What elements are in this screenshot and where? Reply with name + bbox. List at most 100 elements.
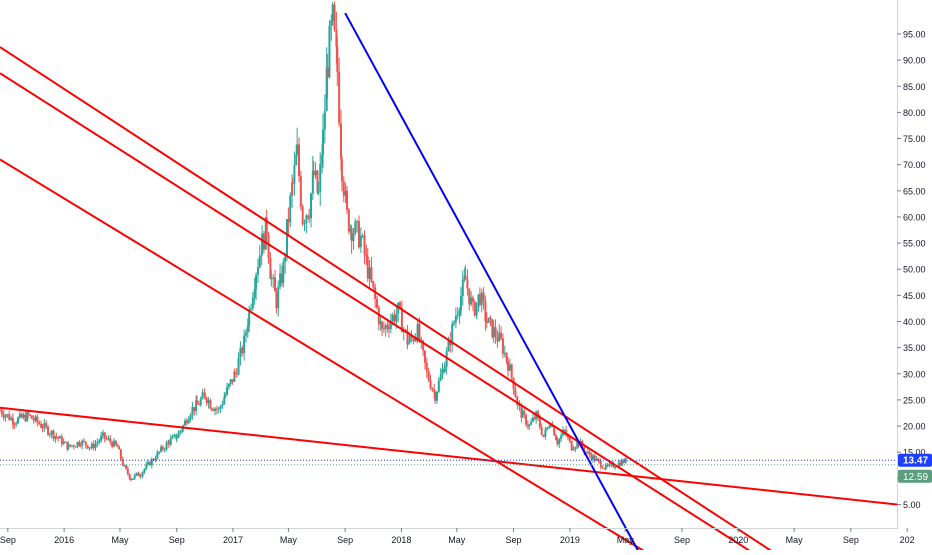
y-tick-label: 75.00	[903, 134, 926, 144]
candle-body	[319, 163, 322, 192]
candle-body	[583, 447, 586, 452]
x-tick-label: Sep	[337, 535, 353, 545]
candle-body	[567, 435, 570, 438]
candle-body	[356, 221, 359, 223]
candle-body	[586, 451, 589, 453]
candle-body	[603, 468, 606, 470]
candle-body	[169, 438, 172, 445]
candle-body	[619, 462, 622, 466]
candle-body	[214, 408, 217, 411]
candle-body	[382, 328, 385, 330]
candle-body	[4, 415, 7, 418]
candle-body	[445, 351, 448, 367]
candle-body	[207, 400, 210, 403]
candle-body	[28, 414, 31, 416]
trendline-red-3	[0, 158, 653, 555]
candle-body	[316, 170, 319, 193]
y-tick-label: 65.00	[903, 186, 926, 196]
candle-body	[237, 358, 240, 375]
candle-body	[161, 446, 164, 450]
candle-body	[191, 407, 194, 415]
candle-body	[250, 308, 253, 310]
candle-body	[239, 347, 242, 359]
candle-body	[79, 445, 82, 447]
candle-body	[439, 374, 442, 381]
candle-body	[591, 455, 594, 460]
candle-body	[489, 317, 492, 320]
candle-body	[67, 444, 70, 450]
candle-body	[131, 478, 134, 480]
candle-body	[548, 427, 551, 429]
candle-body	[531, 417, 534, 422]
candle-body	[195, 400, 198, 412]
y-tick-label: 50.00	[903, 265, 926, 275]
trendline-blue-5	[344, 12, 642, 555]
candle-body	[253, 288, 256, 298]
candle-body	[100, 435, 103, 441]
candle-body	[299, 176, 302, 207]
candle-body	[314, 170, 317, 176]
candle-body	[404, 329, 407, 331]
candle-body	[508, 364, 511, 371]
candle-body	[456, 314, 459, 316]
candle-body	[181, 429, 184, 431]
candle-body	[333, 4, 336, 30]
candle-body	[70, 445, 73, 447]
candle-body	[475, 302, 478, 316]
y-tick-label: 80.00	[903, 108, 926, 118]
time-axis[interactable]: Sep 2016 May Sep 2017 May Sep 2018 May Sep 2019 May…	[0, 528, 915, 545]
candle-body	[368, 267, 371, 279]
candle-body	[158, 451, 161, 453]
candle-body	[261, 233, 264, 255]
candle-body	[533, 417, 536, 419]
candle-body	[27, 411, 30, 415]
candle-body	[317, 191, 320, 193]
candle-body	[282, 262, 285, 283]
candle-body	[219, 406, 222, 409]
candle-body	[52, 430, 55, 439]
candle-body	[558, 438, 561, 445]
candle-body	[92, 443, 95, 449]
candle-body	[309, 193, 312, 219]
candle-body	[514, 389, 517, 397]
candle-body	[443, 366, 446, 372]
candle-body	[570, 440, 573, 451]
y-tick-label: 5.00	[903, 500, 921, 510]
candle-body	[523, 410, 526, 415]
candle-body	[167, 441, 170, 445]
candle-body	[370, 267, 373, 281]
candle-body	[599, 461, 602, 468]
candle-body	[34, 416, 37, 421]
candle-body	[8, 414, 11, 420]
candle-body	[58, 436, 61, 439]
candle-body	[325, 67, 328, 112]
candle-body	[505, 352, 508, 362]
price-badges: 13.47 12.59	[898, 453, 932, 483]
y-tick-label: 15.00	[903, 448, 926, 458]
x-tick-label: 2020	[728, 535, 748, 545]
candle-body	[103, 432, 106, 439]
trendline-red-1	[0, 46, 780, 555]
candle-body	[487, 317, 490, 323]
candle-body	[38, 422, 41, 425]
candle-body	[491, 319, 494, 338]
candle-body	[387, 327, 390, 330]
candle-body	[365, 254, 368, 257]
candle-body	[277, 286, 280, 309]
candle-body	[507, 361, 510, 371]
candle-body	[408, 335, 411, 343]
y-tick-label: 60.00	[903, 212, 926, 222]
candle-body	[431, 388, 434, 390]
candle-body	[203, 393, 206, 398]
candle-body	[107, 438, 110, 440]
candle-body	[468, 288, 471, 305]
current-price-label: 13.47	[903, 456, 928, 467]
candle-body	[90, 443, 93, 448]
candle-body	[590, 455, 593, 460]
candle-body	[260, 254, 263, 256]
candle-body	[171, 436, 174, 439]
price-axis[interactable]: 5.0010.0015.0020.0025.0030.0035.0040.004…	[897, 29, 926, 510]
candle-body	[335, 29, 338, 47]
